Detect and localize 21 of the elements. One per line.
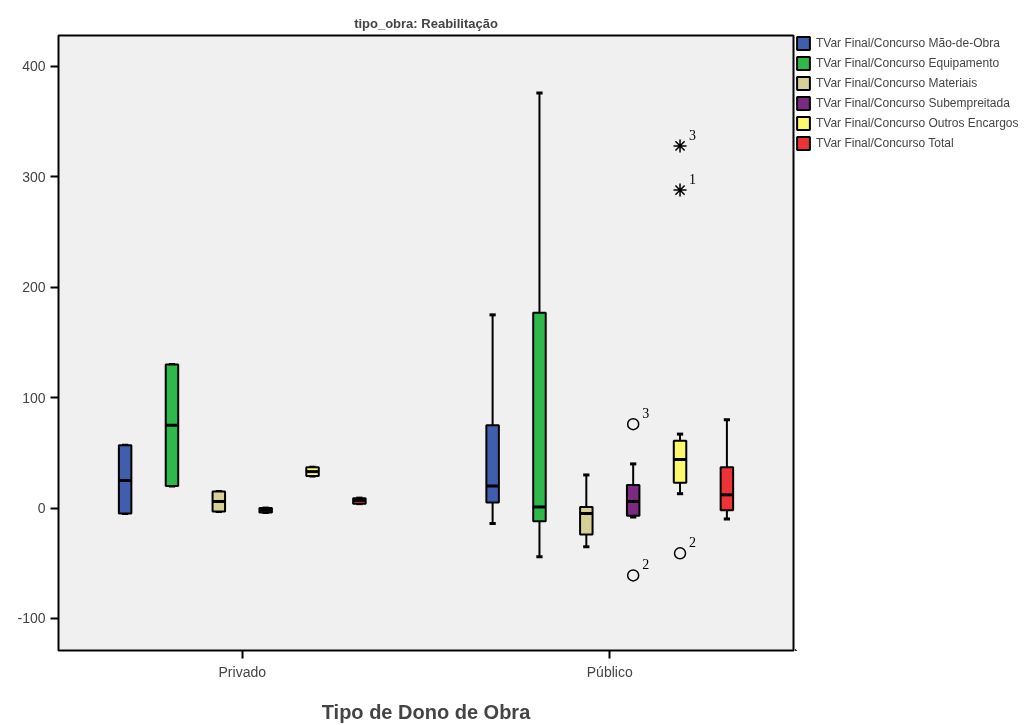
y-tick-label: -100 [17,610,46,627]
x-tick-label: Público [586,663,633,680]
y-tick-label: 200 [22,279,46,296]
annotation: 3 [642,406,650,422]
annotation: 1 [689,172,697,188]
annotation: 2 [689,535,697,551]
annotation: 2 [642,557,650,573]
legend-label: TVar Final/Concurso Subempreitada [816,95,1010,111]
x-axis-title: Tipo de Dono de Obra [321,700,532,723]
chart-title: tipo_obra: Reabilitação [354,15,498,31]
legend-label: TVar Final/Concurso Equipamento [816,55,1000,71]
annotation: 3 [689,127,697,143]
y-tick-label: 400 [22,58,46,75]
y-tick-label: 300 [22,168,46,185]
legend-label: TVar Final/Concurso Total [816,135,954,151]
x-tick-label: Privado [218,663,267,680]
legend-label: TVar Final/Concurso Outros Encargos [816,115,1019,131]
y-tick-label: 100 [22,389,46,406]
y-tick-label: 0 [37,500,46,517]
legend-label: TVar Final/Concurso Mão-de-Obra [816,35,1000,51]
legend-label: TVar Final/Concurso Materiais [816,75,978,91]
